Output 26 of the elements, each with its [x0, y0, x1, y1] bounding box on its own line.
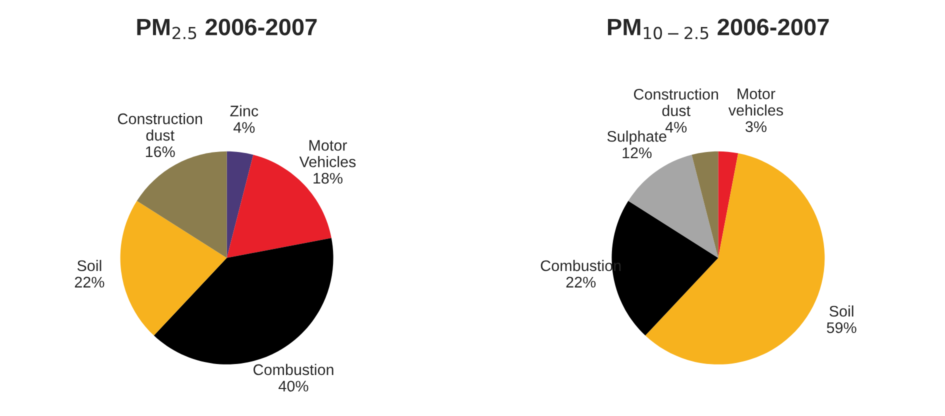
pie-slice	[718, 151, 738, 258]
slice-label: Soil	[830, 305, 854, 317]
data-label: 22%	[566, 276, 596, 288]
data-label: 4%	[665, 122, 687, 133]
slice-label: Construction dust	[634, 88, 718, 116]
slice-label: Motor Vehicles	[299, 140, 356, 168]
data-label: 3%	[746, 121, 766, 132]
data-label: 59%	[826, 322, 856, 334]
data-label: 16%	[146, 146, 175, 158]
slice-label: Sulphate	[607, 130, 666, 145]
pie-slice	[692, 151, 718, 258]
slice-label: Soil	[77, 260, 102, 272]
data-label: 22%	[74, 276, 104, 288]
pie-slice	[120, 200, 227, 336]
data-label: 12%	[622, 147, 652, 158]
chart-title: PM$_{10−2.5}$ 2006-2007	[608, 18, 829, 40]
data-label: 18%	[314, 172, 342, 184]
slice-label: Construction dust	[118, 113, 202, 141]
slice-label: Zinc	[230, 105, 258, 116]
pie-slice	[226, 151, 254, 258]
chart-title: PM$_{2.5}$ 2006-2007	[137, 18, 317, 40]
slice-label: Motor vehicles	[728, 88, 784, 116]
data-label: 4%	[233, 122, 255, 133]
data-label: 40%	[278, 380, 308, 392]
slice-label: Combustion	[254, 364, 334, 376]
pie-slice	[154, 238, 334, 364]
